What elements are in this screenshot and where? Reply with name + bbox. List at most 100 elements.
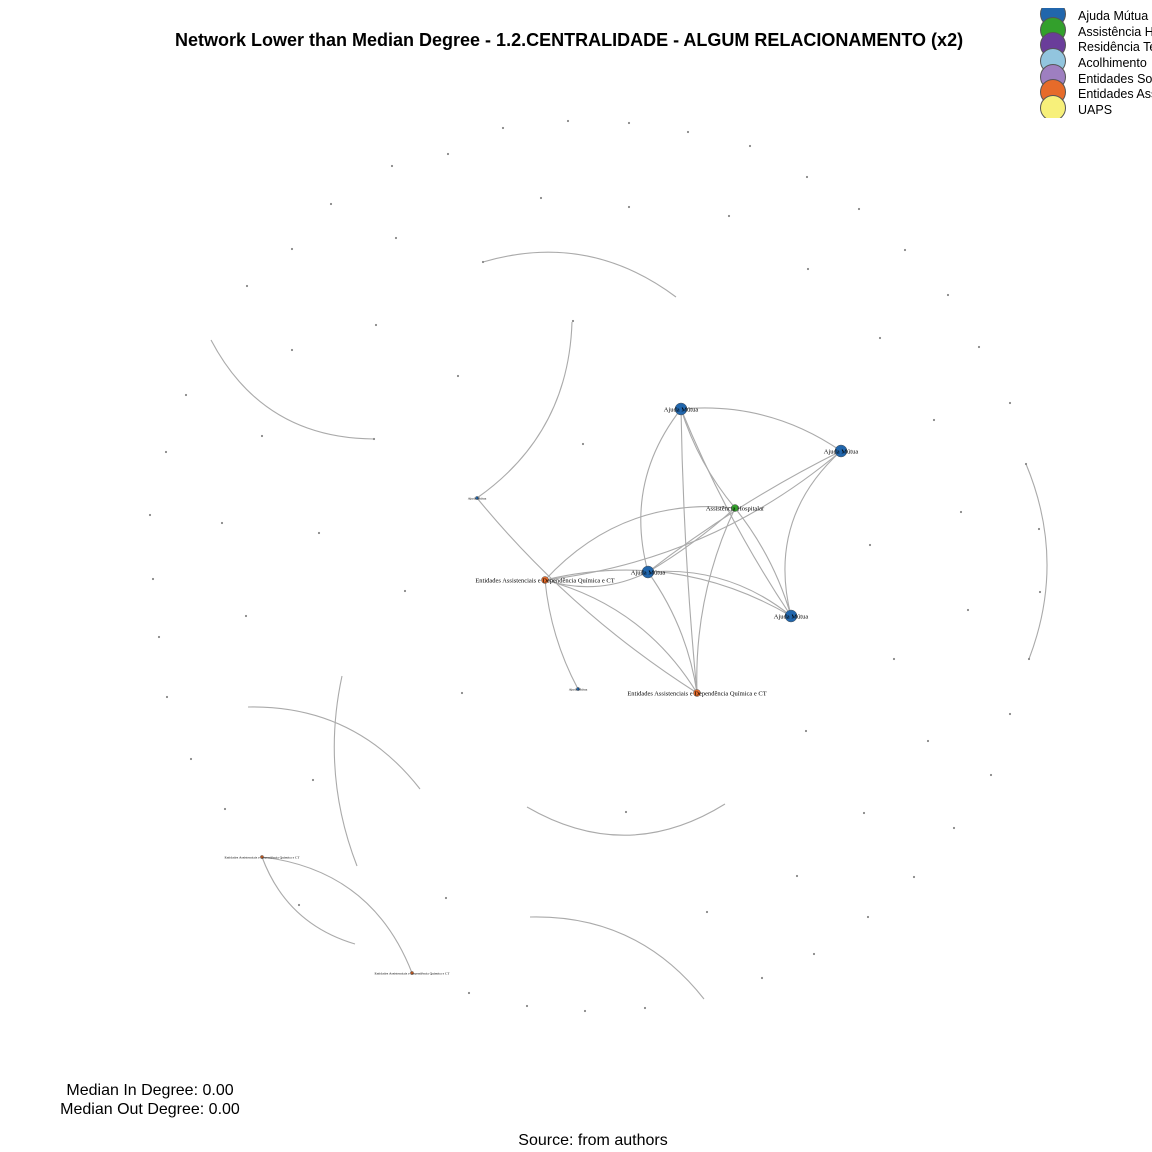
minor-node	[566, 119, 570, 123]
minor-node	[260, 434, 264, 438]
legend-label: Entidades Socioassistenciais	[1078, 71, 1152, 86]
legend: Ajuda Mútua Assistência Hospitalar Resid…	[1038, 8, 1152, 118]
minor-node	[501, 126, 505, 130]
edge	[544, 569, 792, 617]
node-am4	[784, 609, 798, 623]
minor-node	[912, 875, 916, 879]
node-am2	[834, 444, 848, 458]
minor-node	[868, 543, 872, 547]
minor-node	[805, 175, 809, 179]
minor-node	[390, 164, 394, 168]
minor-node	[460, 691, 464, 695]
minor-node	[1008, 401, 1012, 405]
minor-node	[857, 207, 861, 211]
minor-node	[952, 826, 956, 830]
minor-node	[627, 121, 631, 125]
node-ea1	[541, 576, 549, 584]
minor-node	[223, 807, 227, 811]
minor-node	[539, 196, 543, 200]
edge	[680, 408, 792, 617]
minor-node	[748, 144, 752, 148]
minor-node	[1008, 712, 1012, 716]
minor-node	[184, 393, 188, 397]
edge	[261, 856, 413, 974]
minor-node	[866, 915, 870, 919]
minor-node	[189, 757, 193, 761]
minor-node	[317, 531, 321, 535]
minor-node	[862, 811, 866, 815]
node-label: Entidades Assistenciais e Dependência Qu…	[475, 578, 614, 585]
edge	[647, 570, 792, 617]
minor-node	[148, 513, 152, 517]
source-note: Source: from authors	[518, 1132, 668, 1149]
node-label: Entidades Assistenciais e Dependência Qu…	[627, 691, 766, 698]
minor-node	[1038, 590, 1042, 594]
edge	[696, 507, 736, 694]
minor-node	[727, 214, 731, 218]
minor-node	[157, 635, 161, 639]
edges	[210, 251, 1048, 1000]
minor-node	[165, 695, 169, 699]
edge	[680, 407, 842, 452]
legend-label: UAPS	[1078, 103, 1113, 118]
legend-item-uaps: UAPS	[1038, 95, 1152, 118]
edge	[544, 506, 736, 581]
minor-node	[290, 348, 294, 352]
minor-node	[1037, 527, 1041, 531]
median-out-degree: Median Out Degree: 0.00	[60, 1101, 240, 1118]
edge	[647, 450, 842, 573]
minor-node	[1024, 462, 1028, 466]
chart-title: Network Lower than Median Degree - 1.2.C…	[175, 30, 964, 50]
minor-node	[795, 874, 799, 878]
minor-node	[946, 293, 950, 297]
minor-node	[760, 976, 764, 980]
node-ea2	[693, 689, 701, 697]
minor-node	[290, 247, 294, 251]
edge	[261, 856, 356, 945]
minor-node	[297, 903, 301, 907]
minor-node	[959, 510, 963, 514]
minor-node	[903, 248, 907, 252]
legend-label: Assistência Hospitalar	[1078, 24, 1152, 39]
minor-node	[812, 952, 816, 956]
legend-item-entidades-assistenciais: Entidades Assistenciais e Dependência Qu…	[1038, 79, 1152, 106]
edge	[529, 916, 705, 1000]
minor-node	[926, 739, 930, 743]
minor-node	[989, 773, 993, 777]
edge	[784, 450, 842, 617]
node-am3	[641, 565, 655, 579]
legend-label: Entidades Assistenciais e Dependência Qu…	[1078, 87, 1152, 102]
node-ea3	[260, 855, 264, 859]
minor-node	[643, 1006, 647, 1010]
legend-label: Ajuda Mútua	[1078, 9, 1149, 23]
median-in-degree: Median In Degree: 0.00	[66, 1082, 234, 1099]
legend-label: Residência Terapêutica	[1078, 40, 1152, 55]
nodes: Ajuda Mútua Ajuda Mútua Ajuda Mútua Ajuda M…	[148, 119, 1042, 1013]
minor-node	[525, 1004, 529, 1008]
minor-node	[394, 236, 398, 240]
node-label: Assistência Hospitalar	[706, 506, 765, 513]
edge	[1025, 463, 1048, 660]
minor-node	[977, 345, 981, 349]
node-ah1	[731, 504, 739, 512]
minor-node	[444, 896, 448, 900]
node-am1	[674, 402, 688, 416]
node-ea4	[410, 971, 414, 975]
edge	[476, 321, 573, 499]
edge	[333, 675, 358, 867]
edge	[680, 408, 698, 694]
minor-node	[892, 657, 896, 661]
edge	[544, 579, 579, 690]
minor-node	[966, 608, 970, 612]
node-label: Ajuda Mútua	[468, 497, 487, 501]
edge	[210, 339, 375, 440]
edge	[640, 408, 682, 573]
minor-node	[329, 202, 333, 206]
edge	[482, 251, 677, 298]
minor-node	[244, 614, 248, 618]
minor-node	[583, 1009, 587, 1013]
minor-node	[932, 418, 936, 422]
minor-node	[571, 319, 575, 323]
minor-node	[311, 778, 315, 782]
node-label: Ajuda Mútua	[664, 407, 699, 414]
